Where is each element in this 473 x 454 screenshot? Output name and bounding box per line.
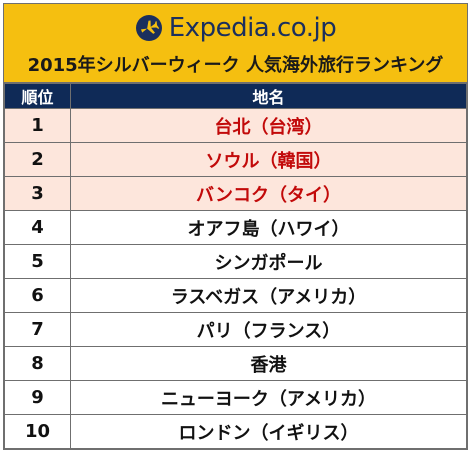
place-cell: パリ（フランス）	[70, 312, 467, 347]
rank-cell: 6	[4, 278, 71, 313]
rank-cell: 9	[4, 380, 71, 415]
rank-cell: 3	[4, 176, 71, 211]
table-row: 6 ラスベガス（アメリカ）	[4, 278, 467, 313]
table-row: 8 香港	[4, 346, 467, 381]
place-cell: ラスベガス（アメリカ）	[70, 278, 467, 313]
table-row: 7 パリ（フランス）	[4, 312, 467, 347]
table-row: 4 オアフ島（ハワイ）	[4, 210, 467, 245]
place-cell: ロンドン（イギリス）	[70, 414, 467, 449]
table-row: 10 ロンドン（イギリス）	[4, 414, 467, 449]
ranking-table: 順位 地名 1 台北（台湾） 2 ソウル（韓国） 3 バンコク（タイ） 4 オアフ島（ハワイ）…	[4, 83, 467, 449]
rank-cell: 5	[4, 244, 71, 279]
place-cell: ソウル（韓国）	[70, 142, 467, 177]
plane-globe-icon	[135, 15, 162, 41]
place-cell: シンガポール	[70, 244, 467, 279]
column-header-place: 地名	[70, 83, 467, 109]
table-row: 5 シンガポール	[4, 244, 467, 279]
ranking-card: Expedia.co.jp 2015年シルバーウィーク 人気海外旅行ランキング …	[3, 3, 468, 450]
header-banner: Expedia.co.jp 2015年シルバーウィーク 人気海外旅行ランキング	[4, 4, 467, 83]
rank-cell: 1	[4, 108, 71, 143]
column-header-rank: 順位	[4, 83, 71, 109]
rank-cell: 4	[4, 210, 71, 245]
place-cell: オアフ島（ハワイ）	[70, 210, 467, 245]
rank-cell: 2	[4, 142, 71, 177]
table-header-row: 順位 地名	[4, 83, 467, 109]
rank-cell: 7	[4, 312, 71, 347]
page-title: 2015年シルバーウィーク 人気海外旅行ランキング	[27, 55, 444, 76]
table-row: 2 ソウル（韓国）	[4, 142, 467, 177]
table-row: 9 ニューヨーク（アメリカ）	[4, 380, 467, 415]
table-row: 3 バンコク（タイ）	[4, 176, 467, 211]
place-cell: バンコク（タイ）	[70, 176, 467, 211]
logo-text: Expedia.co.jp	[168, 13, 337, 43]
table-row: 1 台北（台湾）	[4, 108, 467, 143]
place-cell: 台北（台湾）	[70, 108, 467, 143]
place-cell: 香港	[70, 346, 467, 381]
rank-cell: 8	[4, 346, 71, 381]
rank-cell: 10	[4, 414, 71, 449]
place-cell: ニューヨーク（アメリカ）	[70, 380, 467, 415]
expedia-logo: Expedia.co.jp	[4, 11, 467, 45]
